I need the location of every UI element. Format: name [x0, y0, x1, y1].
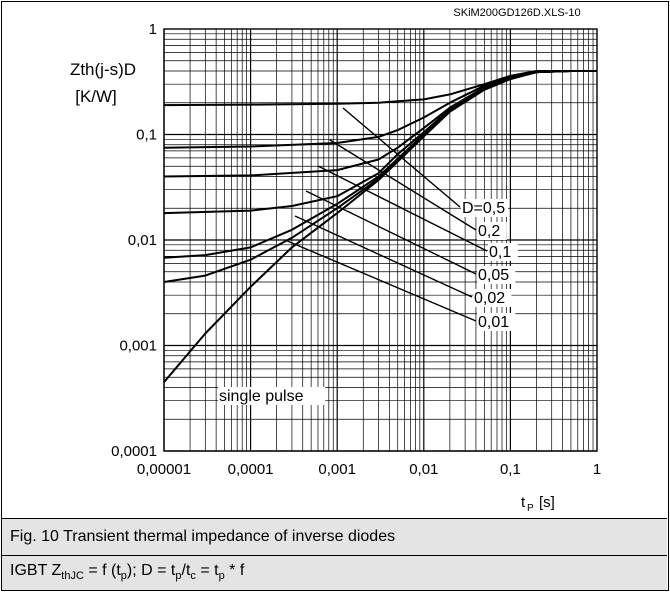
y-tick-label: 0,0001 [111, 443, 157, 460]
x-tick-label: 0,1 [500, 461, 521, 478]
y-tick-label: 1 [149, 21, 157, 38]
y-tick-label: 0,001 [119, 338, 157, 355]
caption-title-box: Fig. 10 Transient thermal impedance of i… [2, 518, 667, 555]
formula-sub: p [218, 570, 225, 582]
tick-labels: 0,00001 0,0001 0,001 0,01 0,1 10,00010,0010,0… [111, 21, 601, 478]
label-leader-line [294, 215, 473, 298]
formula-sub: p [120, 570, 127, 582]
label-leader-line [329, 139, 477, 231]
x-axis-label: t P [s] [521, 494, 555, 514]
caption-title: Fig. 10 Transient thermal impedance of i… [10, 528, 396, 545]
label-background [477, 266, 516, 284]
series-label: 0,05 [478, 267, 509, 284]
chart: D=0,5 0,2 0,1 0,05 0,02 0,01 single pulse 0,00… [70, 7, 601, 514]
x-tick-label: 0,001 [318, 461, 356, 478]
x-axis-label-unit: [s] [539, 494, 555, 511]
plot-border [163, 28, 598, 452]
series-label: 0,1 [489, 244, 511, 261]
label-background [473, 289, 512, 307]
formula-sub: thJC [61, 570, 84, 582]
series-line [163, 70, 597, 149]
series-label: single pulse [219, 388, 304, 405]
y-axis-label: Zth(j-s)D [70, 60, 136, 79]
x-tick-label: 0,0001 [228, 461, 274, 478]
label-leader-line [305, 190, 477, 275]
series-line [163, 70, 597, 107]
series-line [163, 70, 597, 215]
formula-part: IGBT Z [10, 562, 62, 579]
x-tick-label: 0,01 [409, 461, 438, 478]
label-background [488, 243, 518, 261]
caption-formula-box: IGBT ZthJC = f (tp); D = tp/tc = tp * f [2, 555, 667, 590]
source-label: SKiM200GD126D.XLS-10 [453, 7, 580, 19]
grid [163, 28, 598, 452]
formula-part: ); D = t [126, 562, 176, 579]
x-tick-label: 1 [593, 461, 601, 478]
label-background [477, 313, 516, 331]
series-label: 0,2 [478, 223, 500, 240]
series-line [163, 70, 597, 259]
label-leader-line [342, 107, 461, 208]
formula-sub: c [190, 570, 196, 582]
x-axis-label-sub: P [527, 503, 534, 514]
y-axis-unit: [K/W] [75, 87, 117, 106]
series-line [163, 70, 597, 178]
x-tick-label: 0,00001 [137, 461, 191, 478]
series-lines: D=0,5 0,2 0,1 0,05 0,02 0,01 single pulse [163, 70, 597, 405]
formula-part: /t [181, 562, 191, 579]
label-background [477, 222, 507, 240]
label-background [218, 387, 326, 405]
series-line [163, 70, 597, 383]
label-leader-line [284, 239, 477, 322]
caption-formula: IGBT ZthJC = f (tp); D = tp/tc = tp * f [10, 562, 245, 582]
formula-part: = t [195, 562, 219, 579]
formula-sub: p [175, 570, 182, 582]
label-background [461, 199, 508, 217]
formula-part: * f [224, 562, 245, 579]
formula-part: = f (t [83, 562, 121, 579]
y-tick-label: 0,01 [128, 232, 157, 249]
label-leader-line [317, 165, 488, 252]
y-tick-label: 0,1 [136, 127, 157, 144]
x-axis-label-main: t [521, 494, 526, 511]
series-label: 0,02 [474, 290, 505, 307]
series-label: 0,01 [478, 314, 509, 331]
series-label: D=0,5 [462, 200, 505, 217]
